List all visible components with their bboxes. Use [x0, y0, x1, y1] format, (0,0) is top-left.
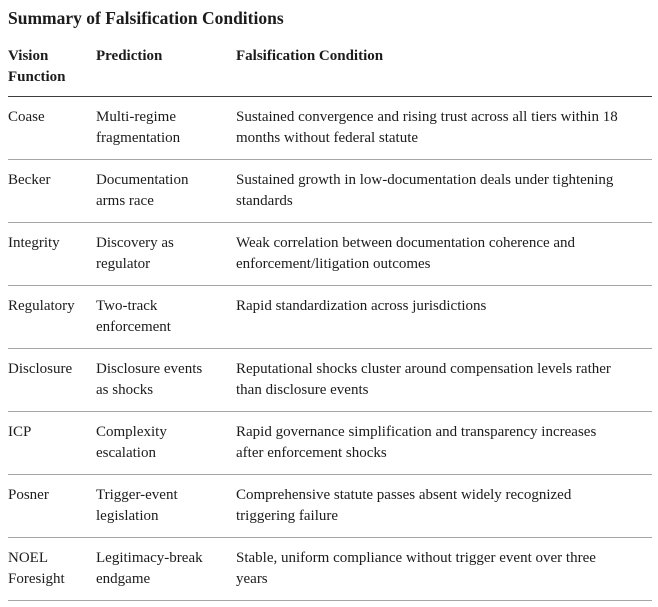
table-row: ICP Complexity escalation Rapid governan…: [8, 412, 652, 475]
cell-vision-function: Coase: [8, 109, 45, 125]
cell-vision-function: Disclosure: [8, 361, 73, 377]
cell-falsification-condition: Rapid standardization across jurisdictio…: [236, 298, 487, 314]
cell-vision-function: ICP: [8, 424, 32, 440]
table-row: NOEL Foresight Legitimacy-break endgame …: [8, 538, 652, 601]
cell-falsification-condition: Sustained growth in low-documentation de…: [236, 172, 614, 209]
cell-falsification-condition: Rapid governance simplification and tran…: [236, 424, 597, 461]
cell-vision-function: Becker: [8, 172, 51, 188]
table-row: Regulatory Two-track enforcement Rapid s…: [8, 286, 652, 349]
cell-falsification-condition: Weak correlation between documentation c…: [236, 235, 576, 272]
table-header-row: Vision Function Prediction Falsification…: [8, 46, 652, 97]
table-row: Becker Documentation arms race Sustained…: [8, 160, 652, 223]
column-header-falsification-condition: Falsification Condition: [236, 48, 384, 64]
cell-prediction: Discovery as regulator: [96, 235, 174, 272]
cell-falsification-condition: Comprehensive statute passes absent wide…: [236, 487, 572, 524]
table-row: Coase Multi-regime fragmentation Sustain…: [8, 97, 652, 160]
cell-vision-function: Posner: [8, 487, 49, 503]
page-title: Summary of Falsification Conditions: [8, 8, 284, 28]
cell-vision-function: Regulatory: [8, 298, 75, 314]
cell-prediction: Trigger-event legislation: [96, 487, 178, 524]
cell-prediction: Multi-regime fragmentation: [96, 109, 181, 146]
cell-prediction: Documentation arms race: [96, 172, 189, 209]
table-row: Disclosure Disclosure events as shocks R…: [8, 349, 652, 412]
column-header-vision-function: Vision Function: [8, 48, 66, 85]
cell-vision-function: Integrity: [8, 235, 60, 251]
column-header-prediction: Prediction: [96, 48, 163, 64]
table-row: Integrity Discovery as regulator Weak co…: [8, 223, 652, 286]
cell-falsification-condition: Stable, uniform compliance without trigg…: [236, 550, 596, 587]
cell-falsification-condition: Sustained convergence and rising trust a…: [236, 109, 618, 146]
cell-prediction: Legitimacy-break endgame: [96, 550, 203, 587]
table-row: Posner Trigger-event legislation Compreh…: [8, 475, 652, 538]
cell-prediction: Two-track enforcement: [96, 298, 171, 335]
cell-falsification-condition: Reputational shocks cluster around compe…: [236, 361, 611, 398]
cell-prediction: Disclosure events as shocks: [96, 361, 203, 398]
cell-vision-function: NOEL Foresight: [8, 550, 65, 587]
cell-prediction: Complexity escalation: [96, 424, 167, 461]
